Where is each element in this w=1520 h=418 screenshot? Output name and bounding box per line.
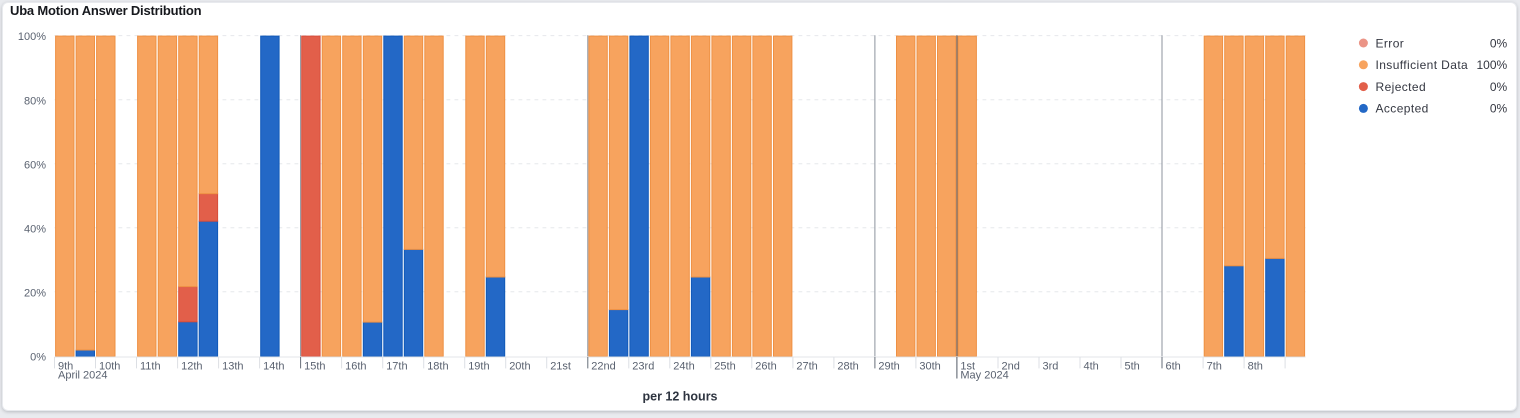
svg-text:11th: 11th (140, 360, 161, 372)
svg-text:Insufficient Data: Insufficient Data (1376, 58, 1469, 72)
svg-text:8th: 8th (1248, 360, 1263, 372)
svg-text:April 2024: April 2024 (58, 370, 108, 382)
svg-text:0%: 0% (1490, 102, 1508, 116)
svg-text:7th: 7th (1207, 360, 1222, 372)
svg-text:1st: 1st (960, 360, 975, 372)
svg-text:21st: 21st (550, 360, 571, 372)
svg-text:Accepted: Accepted (1376, 102, 1429, 116)
svg-text:0%: 0% (30, 352, 46, 364)
svg-text:4th: 4th (1084, 360, 1099, 372)
svg-text:24th: 24th (673, 360, 694, 372)
svg-text:13th: 13th (222, 360, 243, 372)
svg-text:60%: 60% (24, 159, 46, 171)
svg-text:12th: 12th (181, 360, 202, 372)
svg-text:9th: 9th (58, 360, 73, 372)
svg-text:May 2024: May 2024 (960, 370, 1008, 382)
svg-text:19th: 19th (468, 360, 489, 372)
svg-text:6th: 6th (1166, 360, 1181, 372)
svg-text:20th: 20th (509, 360, 530, 372)
svg-text:Rejected: Rejected (1376, 80, 1427, 94)
svg-text:26th: 26th (755, 360, 776, 372)
svg-text:10th: 10th (99, 360, 120, 372)
svg-text:14th: 14th (263, 360, 284, 372)
svg-text:100%: 100% (18, 31, 46, 43)
svg-text:25th: 25th (714, 360, 735, 372)
svg-text:5th: 5th (1125, 360, 1140, 372)
svg-text:22nd: 22nd (591, 360, 615, 372)
svg-text:27th: 27th (796, 360, 817, 372)
svg-text:20%: 20% (24, 287, 46, 299)
svg-text:23rd: 23rd (632, 360, 654, 372)
svg-text:0%: 0% (1490, 36, 1508, 50)
svg-text:16th: 16th (345, 360, 366, 372)
svg-text:15th: 15th (304, 360, 325, 372)
svg-text:40%: 40% (24, 223, 46, 235)
svg-text:0%: 0% (1490, 80, 1508, 94)
svg-text:Error: Error (1376, 36, 1405, 50)
svg-text:2nd: 2nd (1002, 360, 1020, 372)
svg-text:17th: 17th (386, 360, 407, 372)
svg-text:100%: 100% (1476, 58, 1507, 72)
svg-text:80%: 80% (24, 95, 46, 107)
svg-text:per 12 hours: per 12 hours (642, 390, 717, 404)
svg-text:3rd: 3rd (1043, 360, 1059, 372)
svg-text:28th: 28th (837, 360, 858, 372)
svg-text:30th: 30th (919, 360, 940, 372)
svg-text:29th: 29th (878, 360, 899, 372)
svg-text:18th: 18th (427, 360, 448, 372)
